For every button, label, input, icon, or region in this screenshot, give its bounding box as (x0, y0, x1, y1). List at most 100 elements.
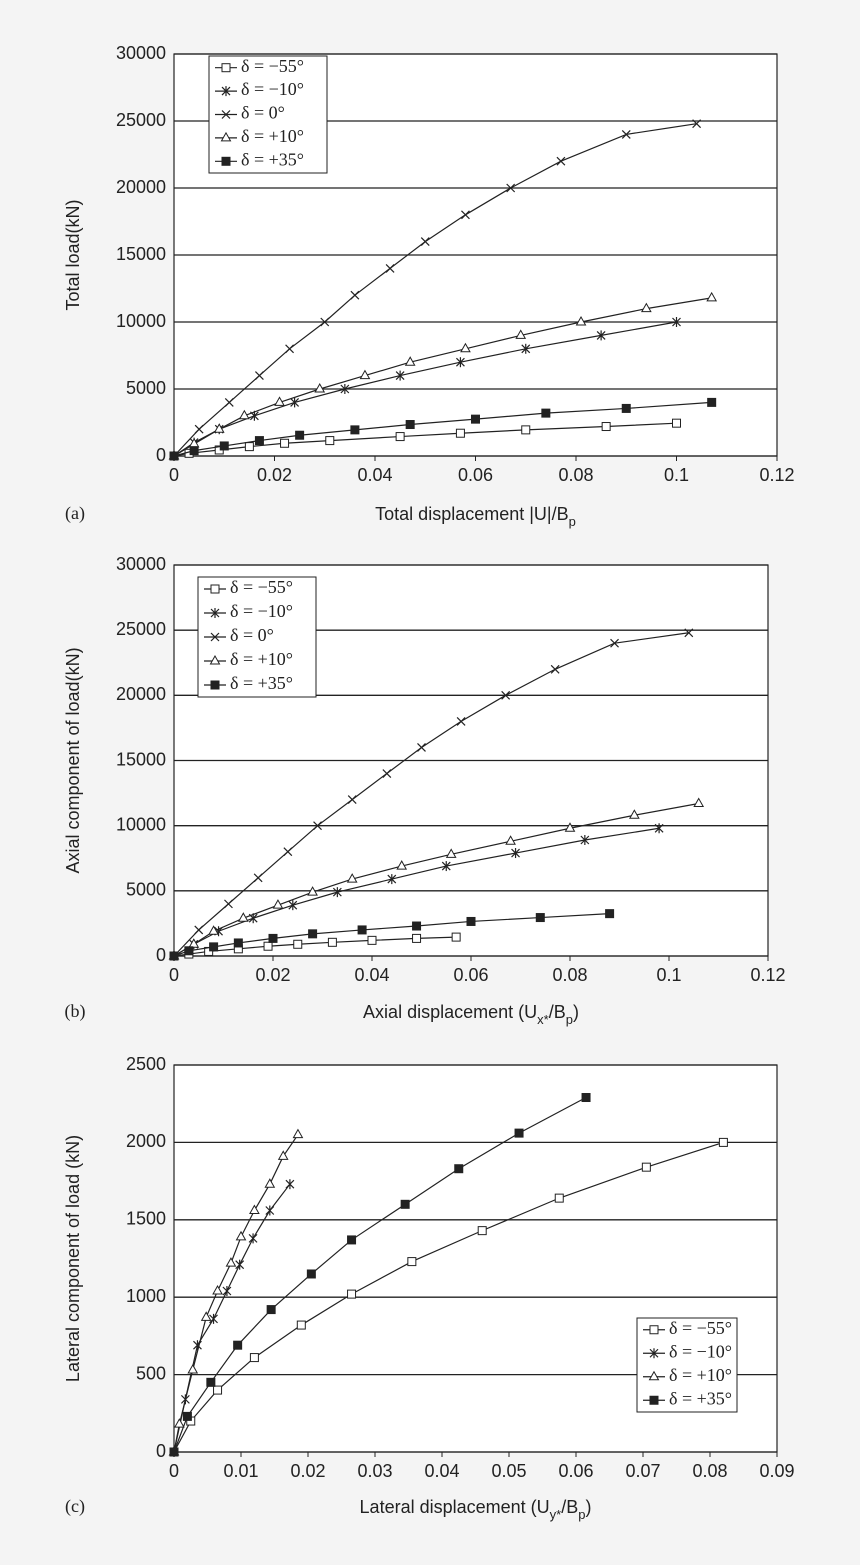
y-tick-label: 25000 (116, 619, 166, 639)
marker-triangle (505, 835, 516, 845)
marker (249, 1353, 259, 1363)
marker (221, 156, 231, 166)
marker (649, 1325, 659, 1335)
marker-stroke (621, 129, 631, 139)
marker-square (535, 913, 545, 923)
marker-square (221, 63, 231, 73)
marker-square (707, 397, 717, 407)
legend-label: δ = −55° (669, 1318, 732, 1338)
marker (184, 946, 194, 956)
marker (672, 317, 681, 327)
marker-triangle (188, 938, 200, 948)
marker (272, 899, 284, 909)
marker (220, 131, 232, 142)
marker (194, 925, 204, 935)
x-axis-title-part: Axial displacement (U (363, 1002, 537, 1022)
x-tick-label: 0.01 (223, 1461, 258, 1481)
x-tick-label: 0.08 (558, 465, 593, 485)
marker (285, 1179, 295, 1190)
marker-stroke (684, 628, 694, 638)
y-axis-title: Axial component of load(kN) (63, 647, 83, 873)
marker-square (210, 680, 220, 690)
marker-stroke (253, 873, 263, 883)
marker-square (466, 916, 476, 926)
marker-square (412, 933, 422, 943)
x-tick-label: 0.09 (759, 1461, 794, 1481)
marker (359, 369, 371, 380)
marker-square (454, 1164, 464, 1174)
marker (535, 913, 545, 923)
marker-triangle (307, 886, 318, 896)
x-axis-title: Total displacement |U|/Bp (375, 504, 576, 529)
marker-square (649, 1325, 659, 1335)
marker (238, 409, 250, 420)
marker-stroke (194, 424, 204, 434)
marker-stroke (224, 899, 233, 909)
x-axis-title-part: ) (573, 1002, 579, 1022)
y-axis-title: Lateral component of load (kN) (63, 1135, 83, 1382)
legend: δ = −55° δ = −10° δ = 0° δ = +10° δ = +35° (197, 576, 317, 698)
marker (357, 925, 367, 935)
marker (249, 1204, 260, 1215)
marker-triangle (213, 423, 225, 433)
legend-label: δ = 0° (230, 625, 274, 645)
marker (174, 1418, 185, 1428)
marker (306, 1269, 316, 1279)
x-axis-title-part: p (578, 1507, 585, 1522)
marker (325, 436, 335, 446)
marker (222, 1286, 232, 1297)
y-tick-label: 15000 (116, 244, 166, 264)
marker-triangle (200, 1311, 212, 1321)
marker-triangle (404, 356, 416, 366)
marker (255, 371, 264, 381)
marker (596, 330, 606, 341)
marker (263, 941, 273, 951)
marker (601, 422, 611, 432)
marker (225, 1257, 237, 1267)
marker-square (357, 925, 367, 935)
marker-square (210, 584, 220, 594)
panel-label: (a) (65, 503, 85, 524)
marker (456, 357, 465, 368)
marker-square (581, 1093, 591, 1103)
marker (307, 886, 318, 896)
marker (541, 408, 551, 418)
legend: δ = −55° δ = −10° δ = 0° δ = +10° δ = +35° (208, 55, 328, 174)
marker (293, 939, 303, 949)
marker-triangle (359, 369, 371, 380)
marker-square (471, 414, 480, 424)
marker-stroke (556, 156, 566, 166)
marker-triangle (212, 1284, 223, 1295)
x-tick-label: 0.07 (625, 1461, 660, 1481)
marker-stroke (461, 210, 470, 220)
marker (654, 823, 664, 834)
marker-triangle (238, 409, 250, 420)
marker-square (169, 951, 179, 961)
marker-square (169, 1447, 179, 1457)
x-axis-title-part: Total displacement |U|/B (375, 504, 568, 524)
series-line (173, 123, 697, 457)
marker-square (268, 933, 278, 943)
x-axis-title-part: /B (561, 1497, 578, 1517)
marker (412, 933, 422, 943)
marker (451, 932, 461, 942)
marker-stroke (692, 119, 702, 129)
marker-square (350, 425, 360, 435)
marker-triangle (237, 912, 249, 922)
marker (385, 263, 395, 273)
marker-square (541, 408, 551, 418)
marker-stroke (610, 638, 619, 648)
marker-square (263, 941, 273, 951)
marker-square (182, 1411, 192, 1421)
marker-square (169, 451, 179, 461)
marker (209, 654, 221, 665)
marker-triangle (346, 873, 358, 883)
marker (605, 909, 615, 919)
y-tick-label: 0 (156, 1441, 166, 1461)
marker (456, 716, 466, 726)
marker-square (347, 1235, 357, 1245)
y-tick-label: 500 (136, 1363, 166, 1383)
y-tick-label: 20000 (116, 684, 166, 704)
marker (254, 436, 264, 446)
marker (367, 935, 377, 945)
